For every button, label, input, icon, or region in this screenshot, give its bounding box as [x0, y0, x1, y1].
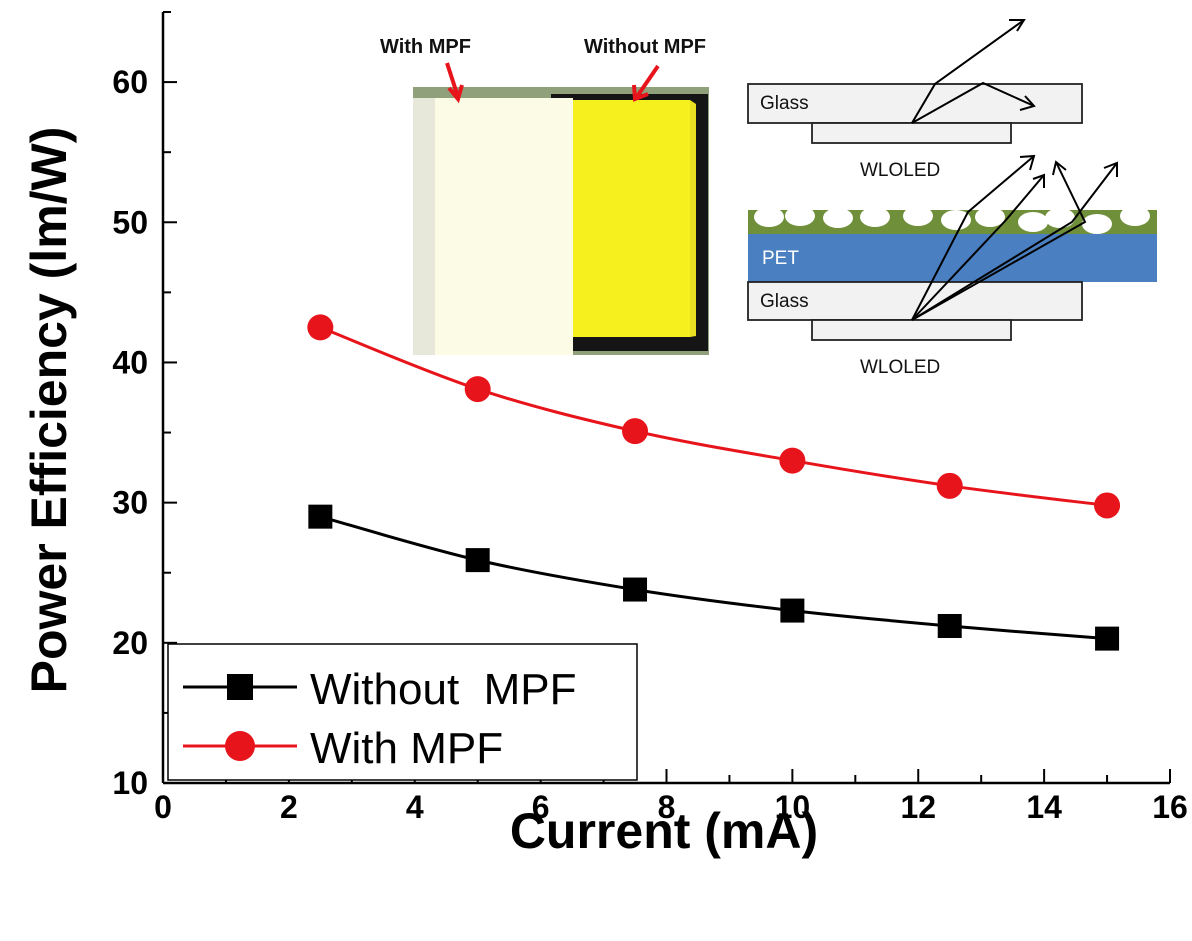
legend-square-marker — [227, 674, 253, 700]
y-tick-label: 20 — [112, 625, 148, 661]
photo-label-with-mpf: With MPF — [380, 36, 471, 58]
data-point-with-mpf — [936, 472, 963, 499]
y-axis-title: Power Efficiency (lm/W) — [21, 127, 77, 694]
microparticle — [785, 206, 815, 226]
data-point-without-mpf — [308, 504, 333, 529]
x-tick-label: 16 — [1152, 789, 1188, 825]
series-line-with-mpf — [319, 326, 1108, 507]
data-point-without-mpf — [623, 577, 648, 602]
oled-label-2: WLOLED — [860, 357, 940, 378]
microparticle — [1120, 206, 1150, 226]
data-point-with-mpf — [779, 447, 806, 474]
microparticle — [1018, 212, 1048, 232]
y-tick-label: 10 — [112, 765, 148, 801]
legend-label-with-mpf: With MPF — [310, 724, 503, 773]
microparticle — [941, 210, 971, 230]
oled-layer-2 — [811, 319, 1012, 341]
microparticle — [1045, 208, 1075, 228]
x-tick-label: 6 — [532, 789, 550, 825]
legend-items — [183, 674, 297, 761]
pet-label: PET — [762, 248, 799, 269]
photo-without-mpf-panel — [558, 100, 690, 337]
diagram-with-mpf: PET Glass WLOLED — [747, 154, 1157, 378]
light-ray-arrows-icon — [911, 19, 1036, 124]
photo-label-without-mpf: Without MPF — [584, 36, 706, 58]
x-tick-label: 12 — [900, 789, 936, 825]
data-point-without-mpf — [937, 613, 962, 638]
oled-label: WLOLED — [860, 160, 940, 181]
glass-label-2: Glass — [760, 291, 809, 312]
microparticle — [754, 207, 784, 227]
microparticles — [754, 206, 1150, 234]
glass-label: Glass — [760, 93, 809, 114]
photo-with-mpf-panel — [413, 98, 573, 355]
microparticle — [1082, 214, 1112, 234]
red-arrow-icon — [445, 62, 464, 104]
x-tick-label: 2 — [280, 789, 298, 825]
photo-without-mpf-panel-edge — [690, 100, 696, 337]
y-tick-label: 40 — [112, 344, 148, 380]
red-arrow-icon — [632, 64, 660, 102]
data-point-with-mpf — [1094, 492, 1121, 519]
data-point-with-mpf — [622, 418, 649, 445]
y-tick-label: 50 — [112, 204, 148, 240]
data-point-with-mpf — [464, 376, 491, 403]
legend-label-without-mpf: Without MPF — [310, 665, 577, 714]
legend-circle-marker — [225, 731, 255, 761]
microparticle — [975, 207, 1005, 227]
x-tick-label: 8 — [658, 789, 676, 825]
microparticle — [823, 208, 853, 228]
legend: Without MPF With MPF — [167, 643, 638, 781]
series-layer — [307, 314, 1121, 651]
oled-layer — [811, 122, 1012, 144]
photo-with-mpf-shade — [413, 98, 435, 355]
light-ray-arrows-icon — [911, 154, 1118, 321]
inset-photo: With MPF Without MPF — [380, 36, 709, 355]
x-tick-labels: 0 2 4 6 8 10 12 14 16 — [154, 789, 1188, 825]
diagram-without-mpf: Glass WLOLED — [747, 19, 1083, 181]
data-point-without-mpf — [780, 598, 805, 623]
microparticle — [903, 206, 933, 226]
axis-ticks — [162, 11, 1171, 784]
x-tick-label: 10 — [775, 789, 811, 825]
data-point-without-mpf — [465, 548, 490, 573]
y-tick-label: 60 — [112, 64, 148, 100]
y-tick-labels: 10 20 30 40 50 60 — [112, 64, 148, 801]
series-line-without-mpf — [319, 515, 1108, 641]
data-point-without-mpf — [1095, 626, 1120, 651]
y-tick-label: 30 — [112, 485, 148, 521]
x-tick-label: 0 — [154, 789, 172, 825]
x-tick-label: 14 — [1026, 789, 1062, 825]
data-point-with-mpf — [307, 314, 334, 341]
microparticle — [860, 207, 890, 227]
x-tick-label: 4 — [406, 789, 424, 825]
x-axis-title: Current (mA) — [510, 803, 818, 859]
